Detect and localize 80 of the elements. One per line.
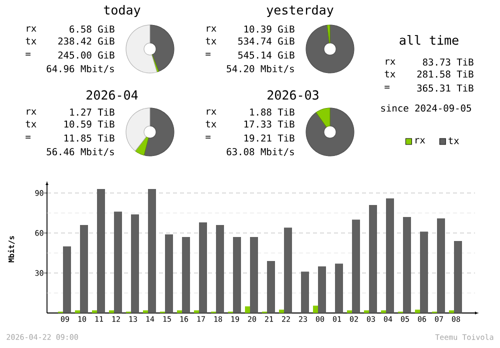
bar	[165, 234, 174, 313]
text: rx	[206, 109, 216, 115]
bar	[177, 310, 182, 313]
text: rx	[206, 26, 216, 32]
bar	[369, 205, 378, 313]
bar	[335, 264, 344, 313]
bar	[109, 310, 114, 313]
text: =	[26, 52, 31, 56]
bar	[182, 237, 190, 313]
text: =	[206, 52, 211, 56]
bar	[279, 310, 284, 313]
bar	[216, 225, 224, 313]
bar	[403, 217, 412, 313]
text: 54.20 Mbit/s	[226, 64, 294, 74]
text: =	[384, 86, 390, 89]
bar	[199, 222, 208, 313]
bar	[318, 266, 326, 313]
text: 245.00 GiB	[58, 51, 114, 59]
text: 534.74 GiB	[238, 37, 294, 45]
chart-title: today	[104, 4, 140, 18]
bar	[250, 237, 258, 313]
text: 83.73 TiB	[422, 58, 474, 66]
text: 1.88 TiB	[250, 108, 294, 116]
text: =	[206, 136, 211, 139]
bar	[97, 189, 106, 313]
text: since 2024-09-05	[381, 104, 471, 112]
bar	[313, 306, 318, 313]
text: 19.21 TiB	[244, 134, 294, 142]
bar	[364, 310, 370, 313]
bar	[245, 306, 250, 313]
bar	[347, 310, 352, 313]
bar	[449, 310, 454, 313]
text: 238.42 GiB	[58, 37, 114, 45]
bar	[80, 225, 88, 313]
bar	[352, 220, 360, 313]
text: tx	[384, 70, 396, 78]
text: 56.46 Mbit/s	[46, 148, 114, 156]
bar	[75, 310, 80, 313]
text: all time	[400, 35, 458, 45]
bar	[114, 212, 122, 313]
text: rx	[26, 109, 36, 115]
chart-title: yesterday	[266, 4, 334, 18]
text: 10.39 GiB	[244, 25, 294, 33]
text: 1.27 TiB	[70, 108, 114, 116]
bar	[148, 189, 156, 313]
text: 64.96 Mbit/s	[46, 64, 114, 74]
legend-label: tx	[448, 137, 459, 144]
text: 545.14 GiB	[238, 51, 294, 59]
bar	[381, 310, 386, 313]
chart-title: 2026-04	[86, 90, 138, 100]
bar	[284, 228, 292, 313]
bar	[415, 310, 420, 313]
bar	[194, 310, 199, 313]
legend-label: rx	[416, 138, 426, 144]
text: rx	[26, 26, 36, 32]
bar	[92, 310, 98, 313]
text: 10.59 TiB	[64, 120, 114, 128]
text: 6.58 GiB	[70, 25, 114, 33]
bar	[437, 218, 446, 313]
bar	[267, 261, 276, 313]
text: =	[26, 136, 31, 139]
bar	[454, 241, 462, 313]
bar	[301, 272, 310, 313]
text: 11.85 TiB	[64, 134, 114, 142]
text: 63.08 Mbit/s	[226, 148, 294, 156]
text: tx	[206, 38, 216, 44]
text: rx	[386, 59, 396, 65]
text: 17.33 TiB	[244, 120, 294, 128]
text: tx	[26, 38, 36, 44]
bar	[63, 246, 71, 313]
text: tx	[26, 120, 36, 128]
chart-title: 2026-03	[268, 90, 318, 100]
bar	[233, 237, 242, 313]
text: tx	[206, 120, 216, 128]
text: 365.31 TiB	[417, 84, 474, 92]
bar	[420, 232, 428, 313]
text: 281.58 TiB	[417, 70, 474, 78]
bar	[131, 214, 139, 313]
bar	[386, 198, 394, 313]
bar	[143, 310, 148, 313]
